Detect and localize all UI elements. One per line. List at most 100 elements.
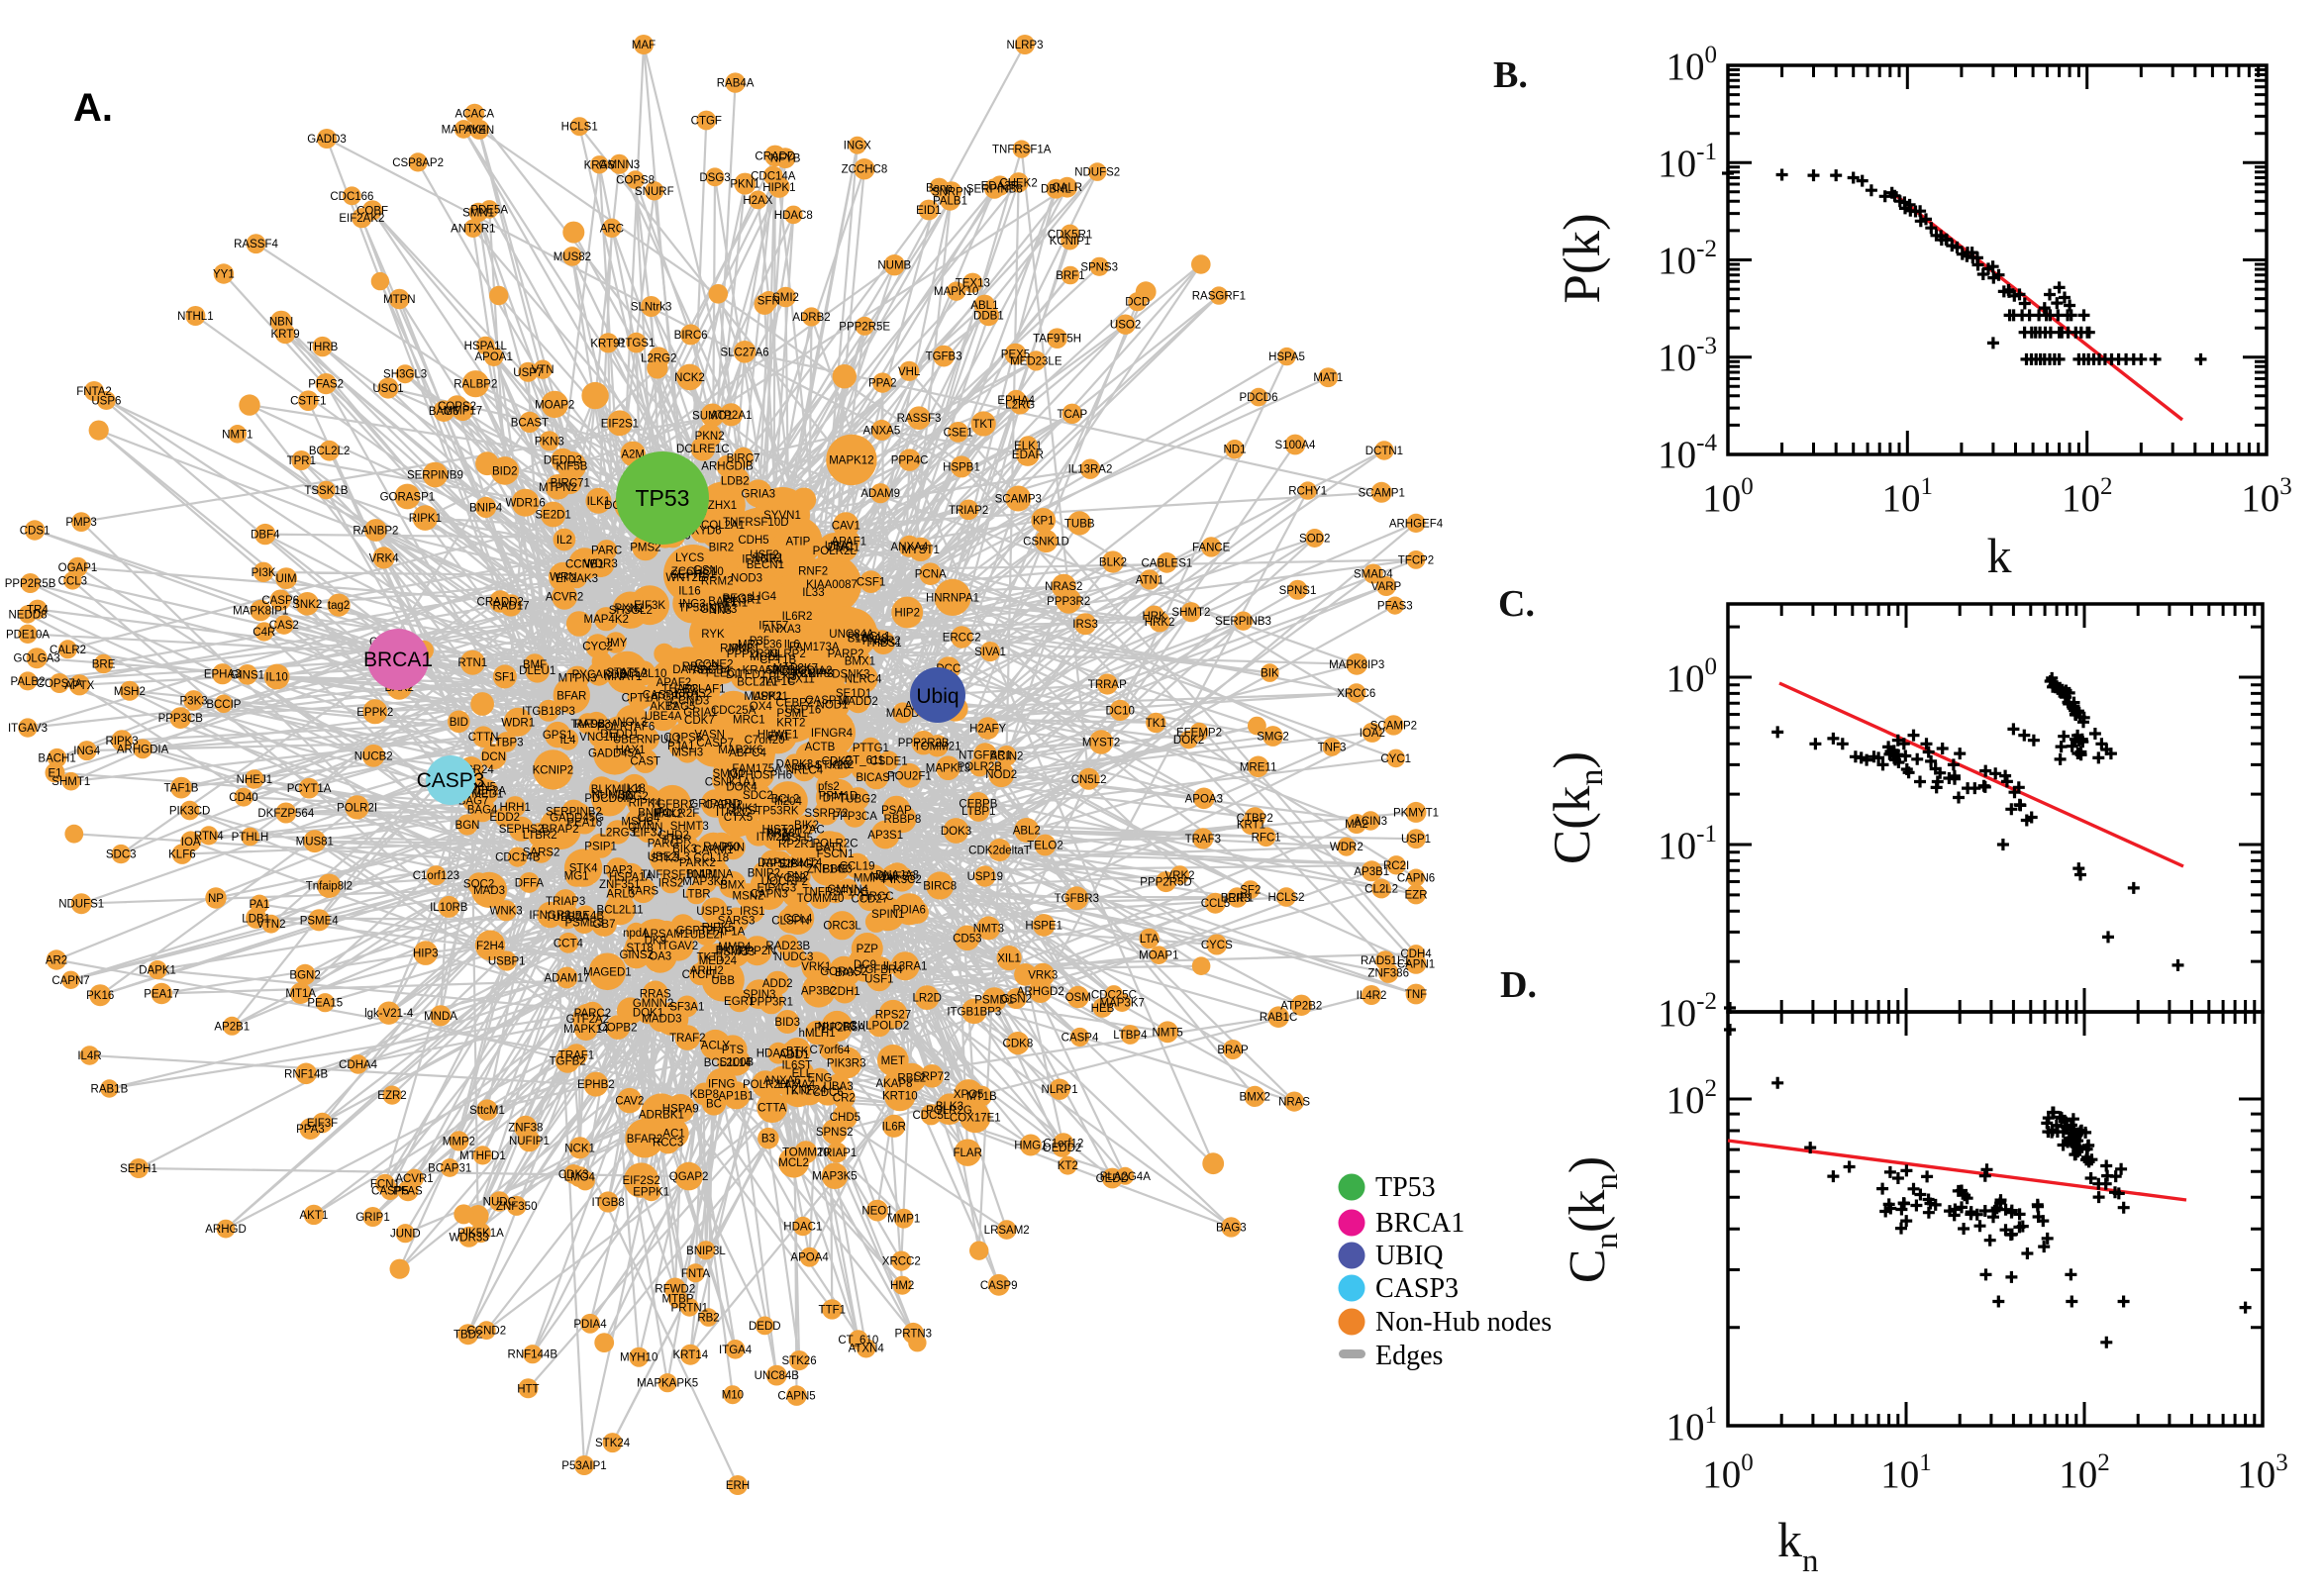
- svg-text:ARHGD2: ARHGD2: [1017, 986, 1064, 998]
- svg-text:USP1: USP1: [1401, 834, 1431, 846]
- svg-text:PPP3CB: PPP3CB: [158, 713, 204, 725]
- svg-text:TNFRSF10C: TNFRSF10C: [802, 887, 867, 899]
- svg-text:QGAP2: QGAP2: [669, 1171, 709, 1183]
- svg-text:VHL: VHL: [898, 366, 921, 378]
- svg-text:ACLY: ACLY: [701, 1040, 731, 1051]
- svg-text:MYST2: MYST2: [1082, 738, 1120, 749]
- svg-text:NBN: NBN: [269, 317, 293, 329]
- svg-text:MAPKAPK5: MAPKAPK5: [637, 1378, 698, 1390]
- svg-text:CTX5: CTX5: [724, 812, 753, 824]
- svg-text:USF1: USF1: [864, 973, 893, 985]
- svg-text:CEBPB: CEBPB: [959, 798, 997, 810]
- svg-text:BIRC6: BIRC6: [674, 330, 708, 342]
- svg-text:TGFBR4: TGFBR4: [858, 964, 903, 976]
- svg-text:KT2: KT2: [1058, 1160, 1078, 1172]
- svg-text:IL10: IL10: [265, 672, 287, 684]
- svg-text:SE1D1: SE1D1: [836, 688, 871, 700]
- svg-text:RASSF4: RASSF4: [234, 239, 278, 250]
- svg-text:CDC5L: CDC5L: [912, 1110, 950, 1122]
- svg-text:MAP4K2: MAP4K2: [584, 614, 629, 626]
- svg-text:PPP3R2: PPP3R2: [1047, 596, 1090, 608]
- svg-text:LMNA: LMNA: [702, 869, 734, 881]
- svg-text:TUBB2A: TUBB2A: [546, 912, 590, 924]
- svg-text:ZCCHC8: ZCCHC8: [842, 164, 888, 176]
- svg-text:MED24: MED24: [699, 955, 738, 967]
- svg-text:L2RG2: L2RG2: [641, 352, 676, 364]
- svg-text:PYCARD2: PYCARD2: [572, 669, 626, 681]
- svg-text:CASP3: CASP3: [417, 769, 485, 792]
- svg-text:DC10: DC10: [1105, 705, 1134, 717]
- svg-text:GINS2: GINS2: [619, 949, 654, 961]
- svg-text:VTN2: VTN2: [256, 919, 285, 931]
- svg-text:DITED1: DITED1: [726, 669, 766, 681]
- svg-text:SF1: SF1: [494, 671, 515, 683]
- svg-text:COL2A1: COL2A1: [701, 520, 745, 532]
- svg-text:CDC25C: CDC25C: [1091, 989, 1137, 1001]
- svg-text:CDC14A: CDC14A: [751, 171, 796, 183]
- svg-text:SRP72: SRP72: [914, 1071, 950, 1083]
- svg-text:EID1: EID1: [916, 205, 942, 217]
- svg-text:SMG1: SMG1: [713, 768, 746, 780]
- svg-text:CD40: CD40: [229, 792, 257, 804]
- svg-text:USP15: USP15: [696, 906, 732, 918]
- svg-text:TGFB2: TGFB2: [550, 1055, 586, 1067]
- svg-text:CDC14B: CDC14B: [495, 852, 541, 864]
- svg-text:BTK: BTK: [786, 1047, 809, 1058]
- svg-text:PPP2R5D: PPP2R5D: [1140, 877, 1191, 889]
- svg-text:BFAR: BFAR: [556, 690, 586, 702]
- svg-text:TP53: TP53: [1375, 1172, 1436, 1203]
- svg-text:L2RG3: L2RG3: [600, 827, 636, 839]
- svg-text:VRK1: VRK1: [801, 961, 831, 973]
- svg-text:TKT1: TKT1: [697, 951, 725, 963]
- svg-text:10-2: 10-2: [1658, 236, 1717, 282]
- svg-text:CN5L2: CN5L2: [1071, 774, 1107, 786]
- svg-text:HCLS2: HCLS2: [1267, 892, 1304, 904]
- svg-text:ING4: ING4: [73, 746, 100, 757]
- svg-text:TNFRSF10A: TNFRSF10A: [641, 869, 706, 881]
- svg-text:KRT10: KRT10: [882, 1090, 918, 1102]
- svg-text:BMX: BMX: [720, 879, 745, 891]
- svg-text:100: 100: [1702, 1449, 1754, 1496]
- svg-text:WDR33: WDR33: [449, 1232, 488, 1244]
- svg-text:DSNK3: DSNK3: [832, 669, 869, 681]
- svg-text:CASP9: CASP9: [980, 1280, 1018, 1292]
- svg-text:WDR16: WDR16: [505, 498, 545, 510]
- svg-text:RRAS2: RRAS2: [674, 688, 712, 700]
- svg-text:103: 103: [2241, 473, 2292, 520]
- svg-text:FNGR2: FNGR2: [862, 636, 901, 648]
- svg-text:PSMD1: PSMD1: [974, 995, 1014, 1007]
- svg-text:DDB1: DDB1: [973, 311, 1004, 323]
- svg-text:RFC1: RFC1: [1252, 832, 1281, 844]
- svg-text:BMF: BMF: [523, 659, 547, 671]
- svg-text:COPS8: COPS8: [616, 175, 655, 187]
- svg-text:MAPK11: MAPK11: [744, 691, 788, 703]
- svg-text:BNIP2: BNIP2: [748, 867, 780, 879]
- svg-text:RPS28: RPS28: [761, 858, 797, 870]
- svg-text:ILK1: ILK1: [587, 496, 611, 508]
- svg-text:ATXN4: ATXN4: [849, 1344, 885, 1355]
- svg-text:CAPN7: CAPN7: [51, 975, 89, 987]
- svg-text:BNIP4: BNIP4: [469, 502, 503, 514]
- svg-text:NOD1: NOD1: [817, 699, 849, 711]
- svg-text:ARC: ARC: [600, 223, 624, 235]
- svg-text:Edges: Edges: [1375, 1341, 1443, 1371]
- svg-text:BID2: BID2: [492, 465, 518, 477]
- svg-text:PFAS: PFAS: [393, 1186, 423, 1198]
- svg-text:UBERNPUL1: UBERNPUL1: [613, 734, 681, 746]
- svg-text:NUDC: NUDC: [483, 1196, 516, 1208]
- svg-text:RP2R1: RP2R1: [778, 839, 815, 850]
- svg-text:KIAA0087: KIAA0087: [806, 579, 858, 591]
- svg-text:LTA: LTA: [1140, 934, 1160, 946]
- svg-text:NP: NP: [208, 893, 224, 905]
- svg-text:MMP4: MMP4: [718, 942, 752, 953]
- svg-text:10-2: 10-2: [1658, 988, 1717, 1035]
- svg-text:RNF14B: RNF14B: [284, 1068, 328, 1080]
- svg-text:IL6ST: IL6ST: [781, 1059, 812, 1071]
- svg-text:IL4R: IL4R: [77, 1050, 101, 1062]
- svg-text:CCNB1: CCNB1: [565, 559, 604, 571]
- svg-text:BLK3: BLK3: [936, 1101, 963, 1113]
- svg-text:TRIAP1: TRIAP1: [817, 1147, 857, 1159]
- svg-text:CSP8AP2: CSP8AP2: [392, 157, 444, 169]
- svg-text:POLR2G: POLR2G: [926, 1105, 972, 1117]
- svg-text:LTBP1: LTBP1: [961, 806, 995, 818]
